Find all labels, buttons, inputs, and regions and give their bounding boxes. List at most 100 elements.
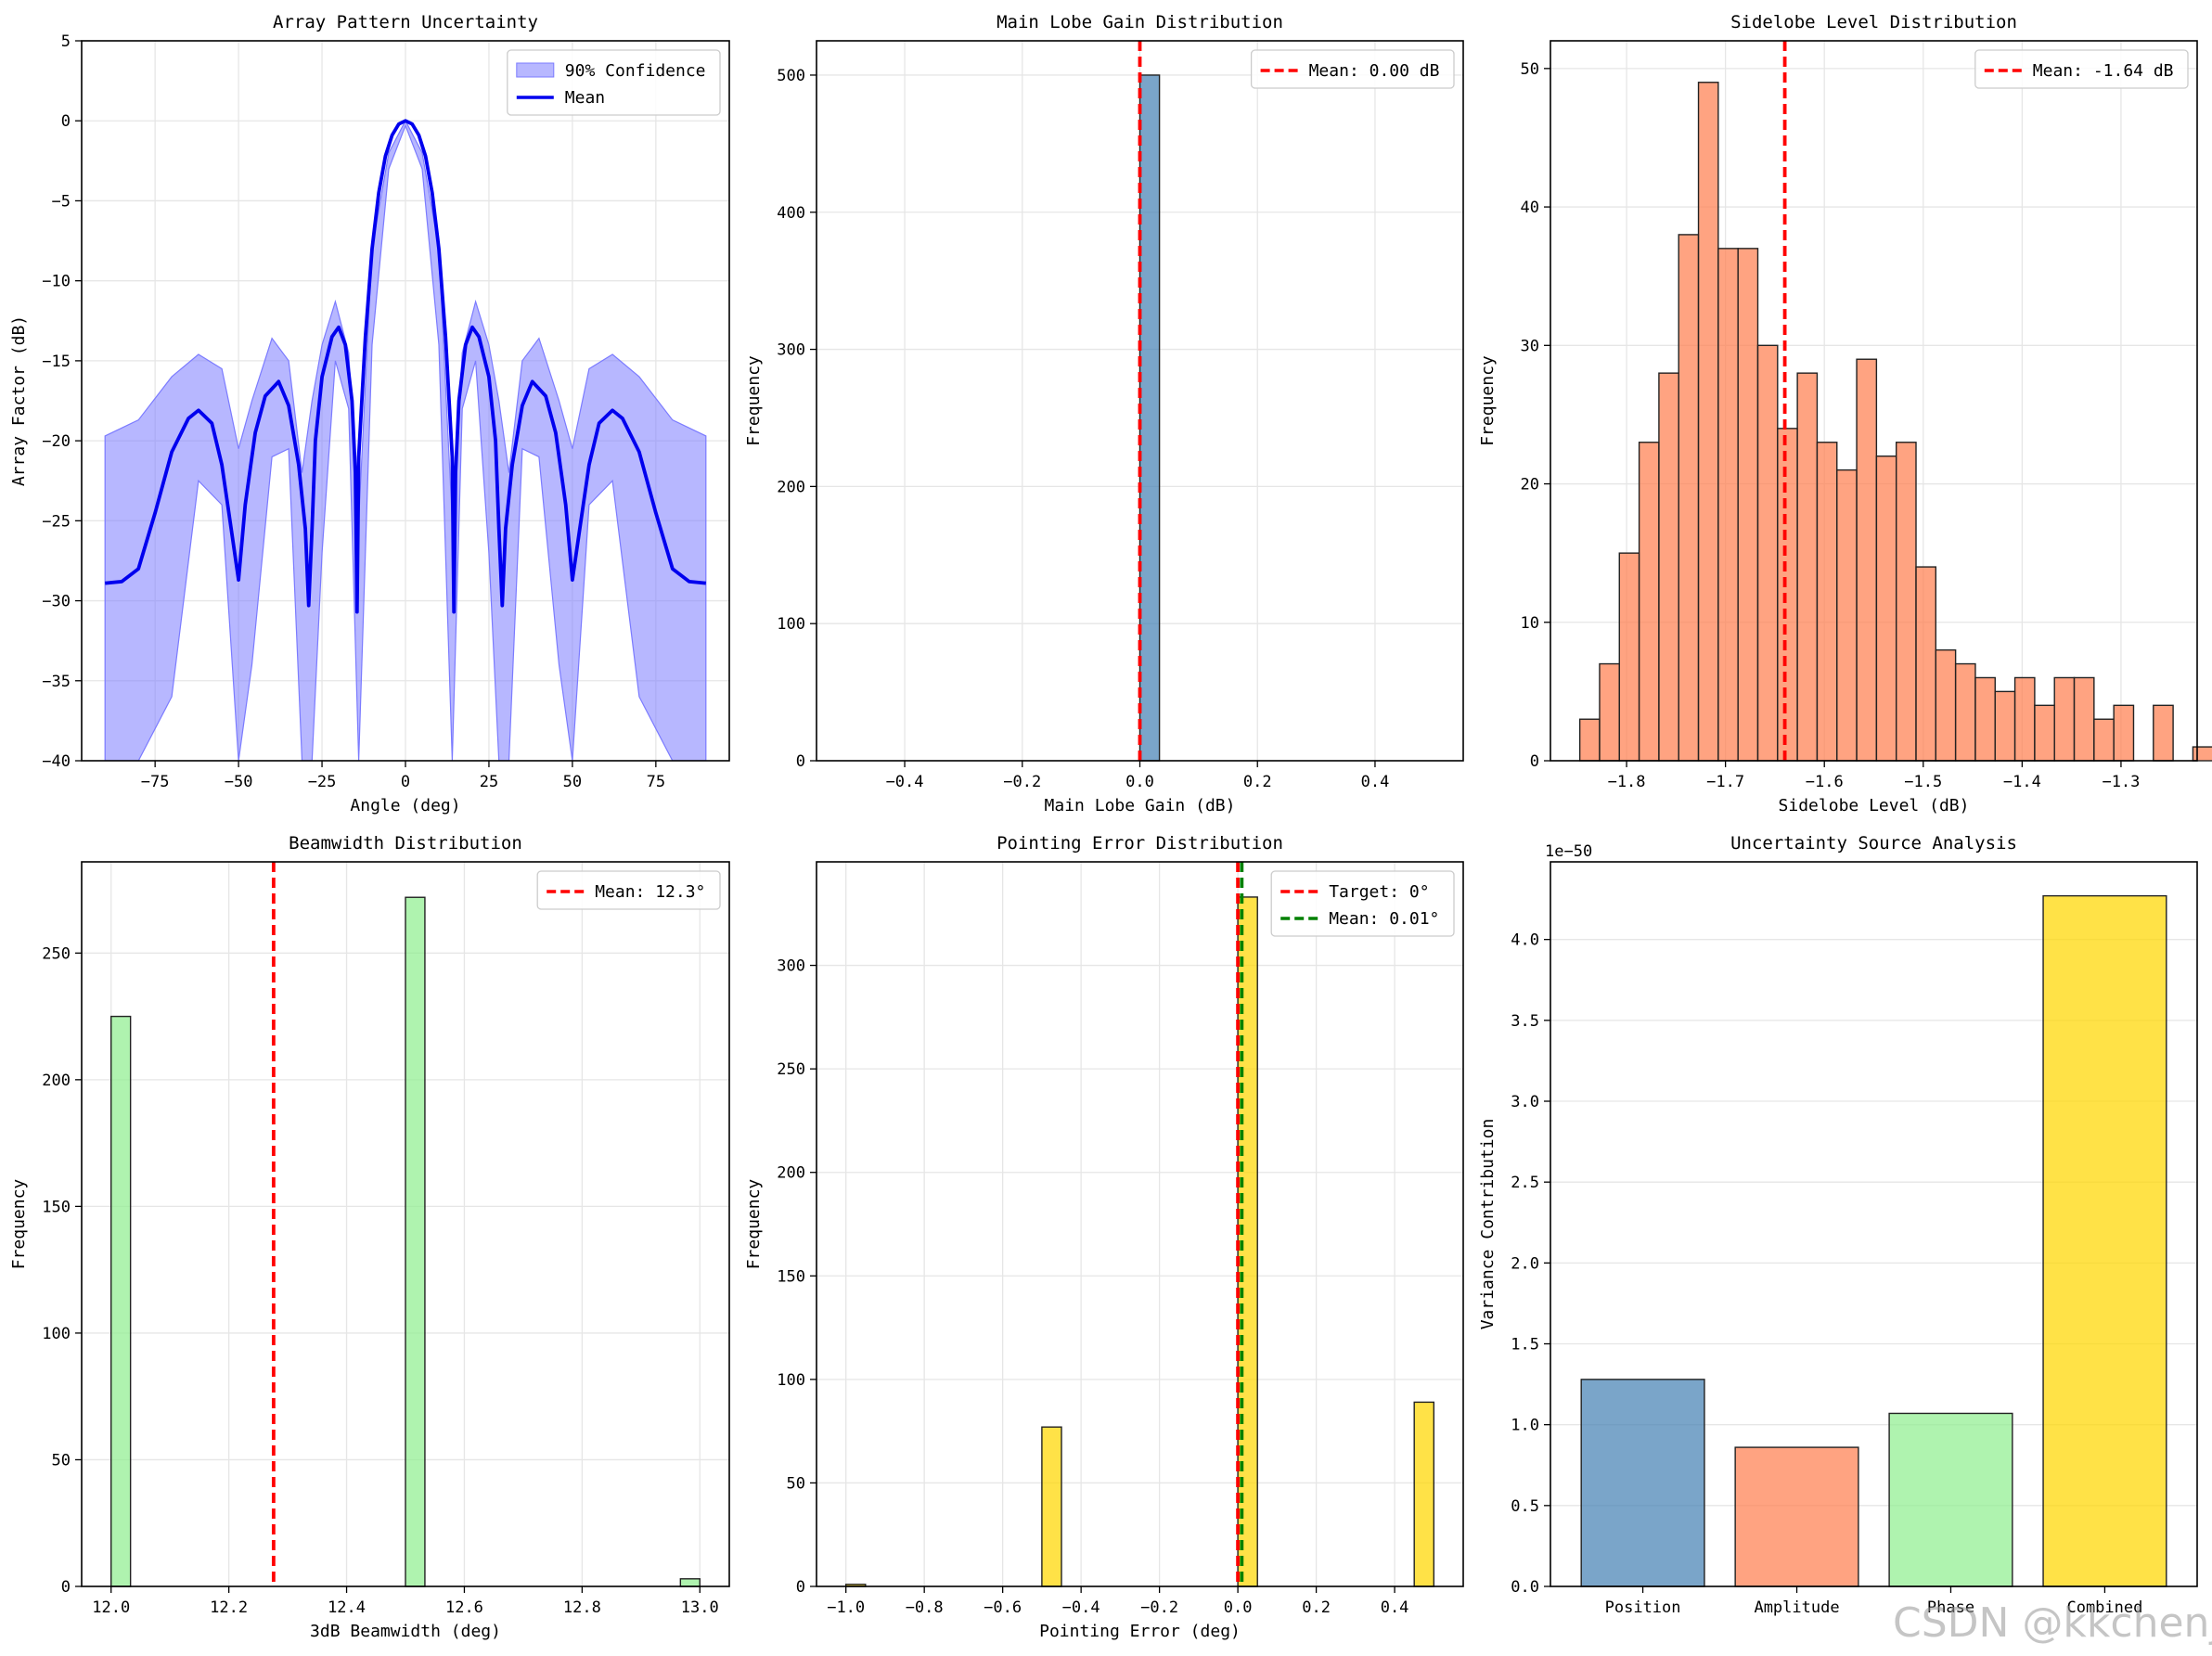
x-tick-label: 12.2 — [210, 1598, 248, 1617]
legend-label: Mean: 0.01° — [1329, 909, 1439, 929]
x-tick-label: Combined — [2066, 1598, 2142, 1617]
y-tick-label: 0.5 — [1511, 1497, 1539, 1516]
bar — [1734, 1446, 1859, 1587]
y-tick-label: 150 — [777, 1267, 805, 1286]
histogram-bar — [1954, 662, 1976, 762]
axes-frame — [816, 861, 1464, 1587]
y-tick-label: 3.0 — [1511, 1093, 1539, 1111]
y-tick-label: 50 — [787, 1474, 805, 1493]
x-tick-label: −1.5 — [1904, 773, 1942, 791]
y-tick-label: 0 — [796, 752, 805, 771]
x-tick-label: −0.2 — [1140, 1598, 1178, 1617]
x-tick-label: 0.0 — [1125, 773, 1154, 791]
panel-mainlobe: −0.4 −0.2 0.0 0.2 0.4 0 100 200 300 400 500 Main Lo… — [744, 12, 1464, 815]
y-tick-label: 50 — [1521, 60, 1539, 79]
legend-box — [1250, 49, 1455, 89]
x-tick-label: −1.3 — [2102, 773, 2140, 791]
histogram-bar — [1638, 442, 1660, 762]
x-tick-label: −50 — [225, 773, 253, 791]
y-tick-label: −30 — [42, 593, 71, 611]
panel-pattern: −75 −50 −25 0 25 50 7550−5−10−15−20−25−30−35−4… — [9, 12, 730, 815]
histogram-bar — [110, 1015, 132, 1587]
histogram-bar — [1678, 234, 1700, 762]
legend-label: Mean: 0.00 dB — [1309, 61, 1440, 81]
legend-box — [536, 870, 721, 910]
x-tick-label: −0.2 — [1003, 773, 1041, 791]
y-tick-label: 100 — [777, 615, 805, 634]
panel-beamwidth: 12.0 12.2 12.4 12.6 12.8 13.0 0 50 100 150 200 250 B… — [9, 833, 730, 1641]
y-tick-label: 100 — [777, 1371, 805, 1390]
x-axis-label: Main Lobe Gain (dB) — [1045, 796, 1236, 815]
histogram-bar — [1895, 442, 1917, 762]
x-tick-label: 12.0 — [92, 1598, 130, 1617]
histogram-bar — [405, 896, 426, 1587]
bar — [1888, 1412, 2013, 1587]
histogram-bar — [1756, 344, 1779, 762]
legend-label: Target: 0° — [1329, 882, 1429, 902]
histogram-bar — [2093, 718, 2115, 762]
y-tick-label: 40 — [1521, 199, 1539, 217]
x-tick-label: −0.6 — [984, 1598, 1022, 1617]
y-tick-label: −40 — [42, 752, 71, 771]
histogram-bar — [1796, 372, 1819, 762]
legend-label: Mean — [565, 88, 605, 108]
histogram-bar — [1618, 552, 1640, 762]
legend-label: Mean: -1.64 dB — [2033, 61, 2174, 81]
y-tick-label: 250 — [42, 944, 71, 963]
y-tick-label: −35 — [42, 673, 71, 691]
x-tick-label: 0.2 — [1302, 1598, 1331, 1617]
y-tick-label: 4.0 — [1511, 931, 1539, 950]
legend-box — [1974, 49, 2189, 89]
histogram-bar — [1875, 455, 1897, 762]
legend-box — [507, 49, 721, 116]
watermark: CSDN @kkchenjj — [1893, 1599, 2212, 1647]
histogram-bar — [1816, 442, 1838, 762]
y-tick-label: 0 — [796, 1578, 805, 1597]
x-tick-label: 0.2 — [1243, 773, 1272, 791]
histogram-bar — [2073, 676, 2095, 762]
x-tick-label: Amplitude — [1754, 1598, 1839, 1617]
x-tick-label: 12.6 — [445, 1598, 483, 1617]
x-tick-label: −0.8 — [906, 1598, 944, 1617]
histogram-bar — [1413, 1401, 1435, 1587]
x-tick-label: −0.4 — [1062, 1598, 1100, 1617]
chart-title: Uncertainty Source Analysis — [1730, 833, 2017, 854]
histogram-bar — [1658, 372, 1679, 762]
y-tick-label: 400 — [777, 204, 805, 223]
y-tick-label: 20 — [1521, 476, 1539, 494]
histogram-bar — [1697, 82, 1719, 762]
x-tick-label: 25 — [480, 773, 498, 791]
y-tick-label: −25 — [42, 512, 71, 531]
histogram-bar — [2053, 676, 2076, 762]
y-tick-label: 0 — [1530, 752, 1539, 771]
chart-title: Sidelobe Level Distribution — [1730, 12, 2017, 32]
x-axis-label: Pointing Error (deg) — [1039, 1622, 1241, 1641]
y-tick-label: 1.0 — [1511, 1417, 1539, 1435]
bar — [2042, 894, 2167, 1587]
y-tick-label: 50 — [52, 1451, 71, 1470]
x-tick-label: Position — [1605, 1598, 1681, 1617]
x-tick-label: 75 — [647, 773, 665, 791]
y-tick-label: 150 — [42, 1198, 71, 1216]
axes-frame — [1550, 40, 2198, 762]
x-tick-label: 0 — [401, 773, 410, 791]
histogram-bar — [1935, 648, 1957, 762]
y-tick-label: 200 — [42, 1072, 71, 1090]
panel-sidelobe: −1.8 −1.7 −1.6 −1.5 −1.4 −1.3 0 10 20 30 40 50 Sidel… — [1478, 12, 2212, 815]
y-tick-label: −10 — [42, 273, 71, 291]
y-tick-label: −20 — [42, 432, 71, 451]
histogram-bar — [1856, 358, 1878, 762]
offset-label: 1e−50 — [1545, 842, 1592, 861]
x-axis-label: Sidelobe Level (dB) — [1779, 796, 1970, 815]
y-axis-label: Frequency — [744, 1179, 764, 1270]
histogram-bar — [2153, 704, 2174, 762]
axes-frame — [81, 861, 730, 1587]
y-tick-label: 300 — [777, 957, 805, 976]
histogram-bar — [2113, 704, 2135, 762]
y-tick-label: 0 — [61, 112, 71, 131]
y-tick-label: −5 — [52, 192, 71, 211]
histogram-bar — [1974, 676, 1996, 762]
histogram-bar — [2034, 704, 2055, 762]
x-tick-label: −25 — [308, 773, 337, 791]
